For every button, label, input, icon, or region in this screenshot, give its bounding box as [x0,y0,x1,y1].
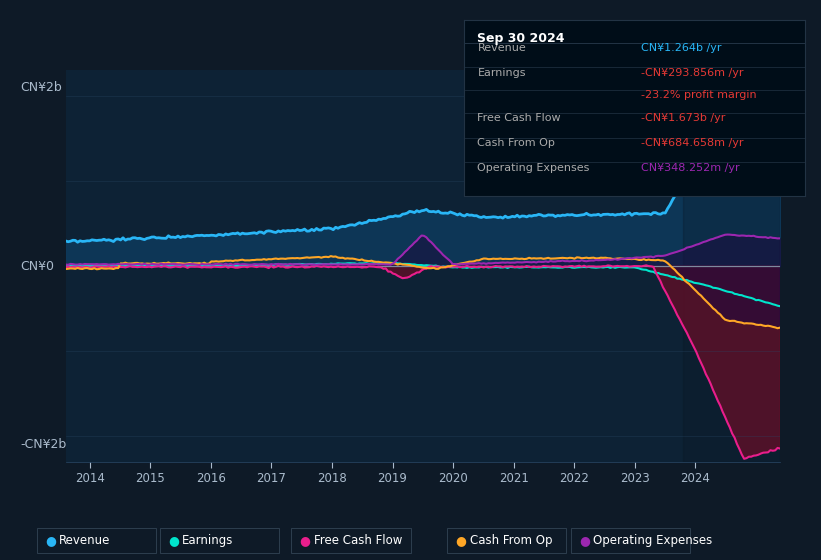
Text: Cash From Op: Cash From Op [470,534,552,547]
Text: -CN¥684.658m /yr: -CN¥684.658m /yr [641,138,744,148]
Text: CN¥348.252m /yr: CN¥348.252m /yr [641,163,740,173]
Text: ●: ● [579,534,589,547]
Text: Operating Expenses: Operating Expenses [593,534,712,547]
Text: Revenue: Revenue [478,43,526,53]
Text: Earnings: Earnings [182,534,234,547]
Text: CN¥1.264b /yr: CN¥1.264b /yr [641,43,722,53]
Text: Cash From Op: Cash From Op [478,138,555,148]
Text: Free Cash Flow: Free Cash Flow [314,534,402,547]
Text: Sep 30 2024: Sep 30 2024 [478,32,565,45]
Text: ●: ● [300,534,310,547]
Text: ●: ● [45,534,56,547]
Text: Free Cash Flow: Free Cash Flow [478,113,561,123]
Text: Revenue: Revenue [59,534,111,547]
Text: Operating Expenses: Operating Expenses [478,163,589,173]
Text: Earnings: Earnings [478,68,526,77]
Text: ●: ● [168,534,179,547]
Text: -23.2% profit margin: -23.2% profit margin [641,91,757,100]
Text: -CN¥2b: -CN¥2b [21,438,67,451]
Bar [683,70,780,462]
Text: -CN¥1.673b /yr: -CN¥1.673b /yr [641,113,726,123]
Text: CN¥0: CN¥0 [21,259,54,273]
Text: ●: ● [456,534,466,547]
Text: CN¥2b: CN¥2b [21,81,62,94]
Text: -CN¥293.856m /yr: -CN¥293.856m /yr [641,68,744,77]
